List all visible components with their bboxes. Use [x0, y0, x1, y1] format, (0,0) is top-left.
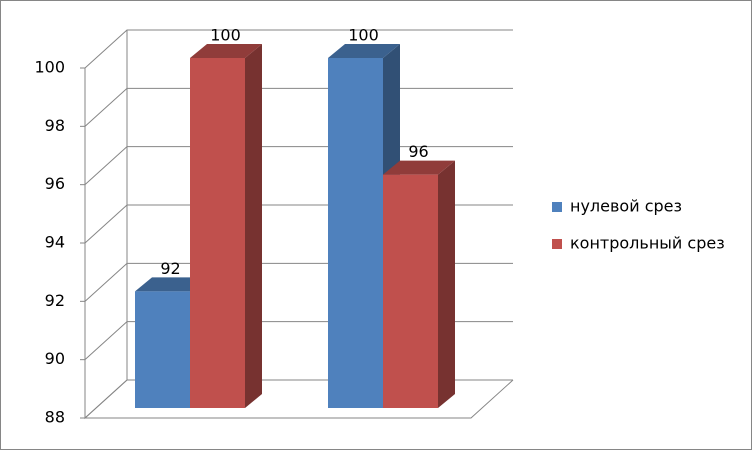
bar-side: [438, 160, 455, 408]
y-tick-label: 100: [34, 58, 65, 77]
bar-top: [135, 277, 207, 292]
value-label: 96: [408, 142, 428, 161]
y-tick-label: 90: [45, 349, 65, 368]
y-tick-label: 94: [45, 233, 65, 252]
bar-front: [328, 58, 383, 408]
value-label: 100: [210, 26, 241, 45]
y-tick-label: 96: [45, 174, 65, 193]
floor: [85, 379, 514, 419]
legend-label: нулевой срез: [570, 197, 682, 216]
bar-top: [328, 44, 400, 58]
bar-top: [190, 44, 262, 58]
value-label: 92: [160, 259, 180, 278]
y-tick-label: 98: [45, 116, 65, 135]
bar-front: [190, 58, 245, 408]
bar-top: [383, 160, 455, 175]
y-tick-label: 92: [45, 291, 65, 310]
grid-line: [84, 29, 513, 69]
bar: [190, 44, 262, 408]
legend-label: контрольный срез: [570, 234, 725, 253]
legend-swatch: [552, 202, 562, 212]
bar-front: [383, 174, 438, 408]
bar-front: [135, 291, 190, 408]
bar: [383, 160, 455, 408]
value-label: 100: [348, 26, 379, 45]
bar-side: [245, 44, 262, 408]
y-tick-label: 88: [45, 408, 65, 427]
legend-swatch: [552, 239, 562, 249]
